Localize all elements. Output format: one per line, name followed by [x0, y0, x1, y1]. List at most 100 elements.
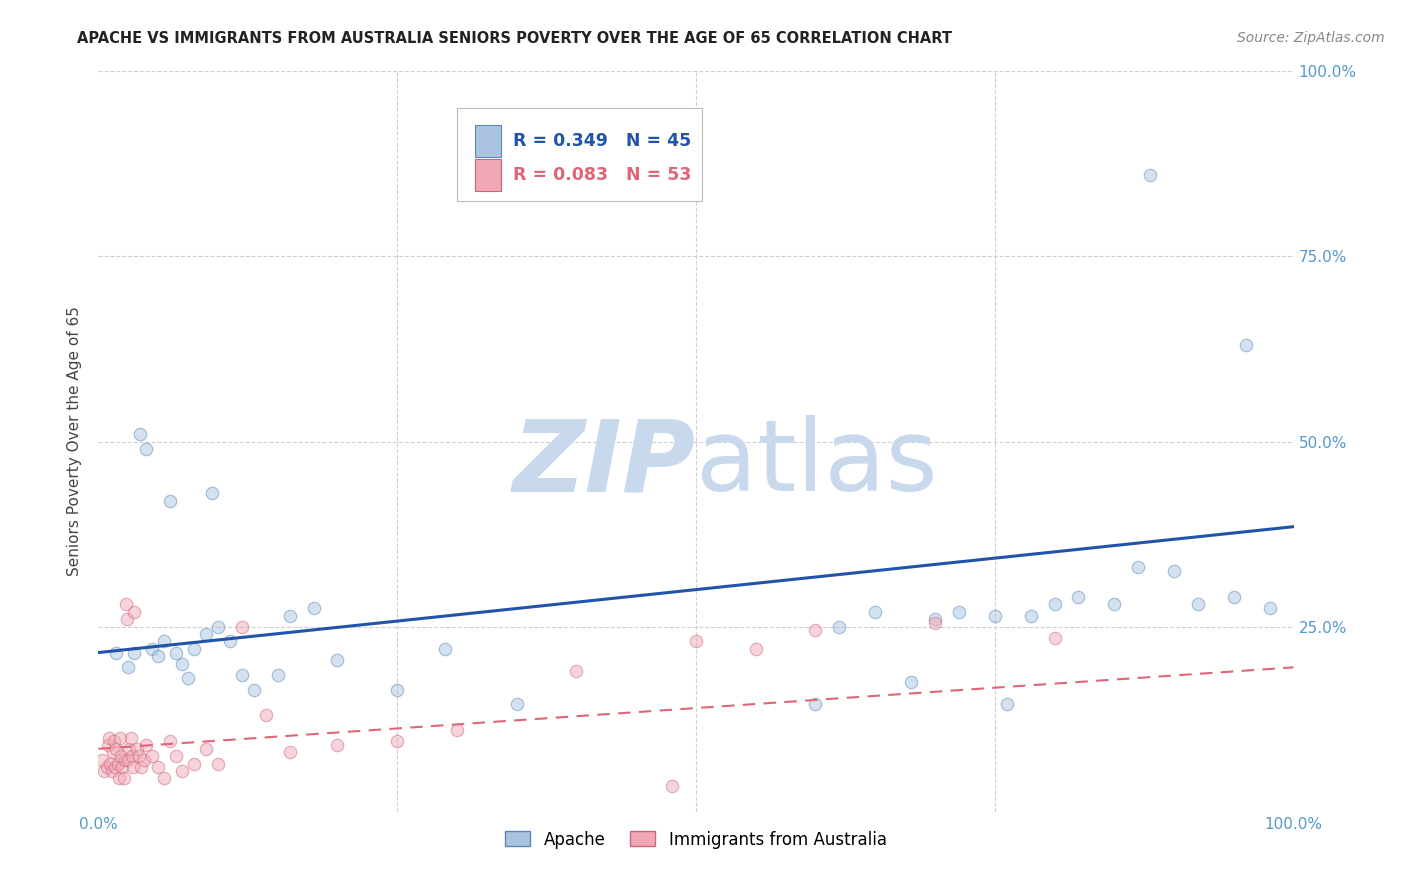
- Point: [1019, 608, 1042, 623]
- Point: [101, 746, 124, 760]
- Point: [207, 619, 229, 633]
- Point: [243, 682, 266, 697]
- Point: [131, 760, 153, 774]
- Y-axis label: Seniors Poverty Over the Age of 65: Seniors Poverty Over the Age of 65: [67, 307, 83, 576]
- Point: [326, 738, 349, 752]
- Point: [117, 753, 139, 767]
- Point: [565, 664, 588, 678]
- Text: APACHE VS IMMIGRANTS FROM AUSTRALIA SENIORS POVERTY OVER THE AGE OF 65 CORRELATI: APACHE VS IMMIGRANTS FROM AUSTRALIA SENI…: [77, 31, 952, 46]
- Point: [1043, 598, 1066, 612]
- Point: [1043, 631, 1066, 645]
- Point: [924, 615, 946, 630]
- Point: [385, 734, 409, 748]
- Point: [1187, 598, 1209, 612]
- Point: [114, 753, 136, 767]
- Point: [105, 646, 128, 660]
- Point: [1128, 560, 1150, 574]
- Point: [995, 698, 1018, 712]
- Point: [278, 746, 301, 760]
- Point: [104, 760, 127, 774]
- Point: [125, 741, 148, 756]
- Point: [1234, 338, 1257, 352]
- Point: [183, 641, 205, 656]
- Point: [122, 760, 145, 774]
- Point: [128, 749, 150, 764]
- Point: [97, 738, 120, 752]
- Point: [153, 634, 176, 648]
- Point: [98, 731, 121, 745]
- Point: [804, 698, 827, 712]
- Point: [302, 601, 325, 615]
- Point: [745, 641, 768, 656]
- Point: [254, 708, 277, 723]
- Point: [219, 634, 242, 648]
- Point: [135, 738, 157, 752]
- Point: [1139, 168, 1161, 182]
- Point: [278, 608, 301, 623]
- Point: [148, 760, 170, 774]
- FancyBboxPatch shape: [475, 126, 501, 156]
- Point: [685, 634, 707, 648]
- Point: [115, 612, 138, 626]
- Point: [141, 641, 163, 656]
- Point: [207, 756, 229, 771]
- Point: [201, 486, 224, 500]
- Point: [124, 605, 146, 619]
- Point: [434, 641, 457, 656]
- Text: R = 0.349   N = 45: R = 0.349 N = 45: [513, 132, 692, 150]
- Point: [110, 749, 132, 764]
- Point: [183, 756, 205, 771]
- Text: R = 0.083   N = 53: R = 0.083 N = 53: [513, 166, 692, 184]
- Point: [120, 731, 142, 745]
- Point: [153, 772, 176, 786]
- Point: [93, 764, 115, 778]
- FancyBboxPatch shape: [475, 160, 501, 191]
- Point: [172, 764, 194, 778]
- Point: [924, 612, 946, 626]
- Point: [1223, 590, 1246, 604]
- Point: [804, 624, 827, 638]
- Point: [103, 734, 125, 748]
- Point: [165, 646, 187, 660]
- Point: [231, 619, 253, 633]
- Point: [165, 749, 187, 764]
- Point: [661, 779, 683, 793]
- Point: [828, 619, 851, 633]
- Point: [385, 682, 409, 697]
- Text: atlas: atlas: [696, 416, 938, 512]
- Point: [108, 731, 131, 745]
- Point: [141, 749, 163, 764]
- Point: [124, 646, 146, 660]
- Point: [111, 760, 134, 774]
- Point: [159, 734, 181, 748]
- Text: ZIP: ZIP: [513, 416, 696, 512]
- Point: [91, 753, 114, 767]
- Point: [267, 667, 290, 681]
- Point: [107, 772, 129, 786]
- Point: [112, 772, 135, 786]
- Point: [326, 653, 349, 667]
- Point: [1104, 598, 1126, 612]
- Point: [159, 493, 181, 508]
- Point: [129, 427, 152, 442]
- Point: [506, 698, 529, 712]
- Point: [865, 605, 887, 619]
- Legend: Apache, Immigrants from Australia: Apache, Immigrants from Australia: [499, 824, 893, 855]
- Point: [177, 672, 200, 686]
- Point: [132, 753, 155, 767]
- Point: [96, 760, 118, 774]
- Point: [231, 667, 253, 681]
- FancyBboxPatch shape: [457, 109, 702, 201]
- Point: [100, 764, 122, 778]
- Point: [105, 741, 128, 756]
- Point: [172, 657, 194, 671]
- Point: [118, 741, 141, 756]
- Point: [948, 605, 970, 619]
- Point: [148, 649, 170, 664]
- Point: [195, 741, 218, 756]
- Point: [1258, 601, 1281, 615]
- Point: [900, 675, 922, 690]
- Point: [121, 749, 143, 764]
- Point: [446, 723, 468, 738]
- Point: [1067, 590, 1090, 604]
